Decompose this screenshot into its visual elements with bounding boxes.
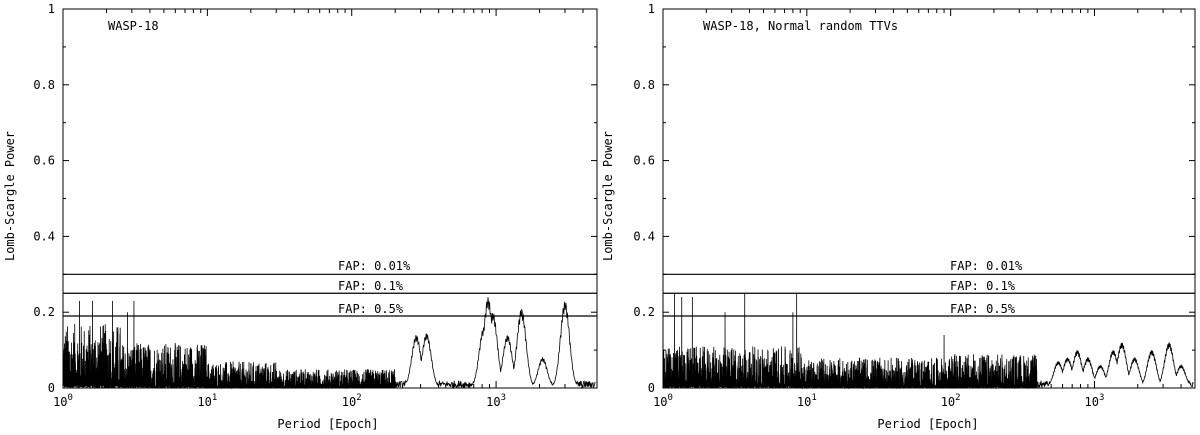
left-panel: WASP-18 Period [Epoch] Lomb-Scargle Powe… [3,2,598,431]
right-y-tick-label: 1 [648,2,655,16]
right-x-tick-label: 102 [941,393,961,409]
right-y-tick-label: 0.4 [633,229,655,243]
left-plot-frame [62,8,598,389]
right-x-axis-label: Period [Epoch] [877,417,978,431]
left-x-tick-label: 101 [197,393,217,409]
left-y-tick-label: 0.2 [33,305,55,319]
right-y-tick-label: 0.6 [633,154,655,168]
right-y-tick-label: 0.2 [633,305,655,319]
left-panel-annotation: WASP-18 [108,19,159,33]
left-y-tick-label: 0 [48,381,55,395]
right-fap-label-0.5: FAP: 0.5% [950,302,1016,316]
right-x-tick-label: 103 [1085,393,1105,409]
left-y-axis-label: Lomb-Scargle Power [3,131,17,261]
left-periodogram-line [62,297,596,390]
left-y-tick-label: 0.8 [33,78,55,92]
left-fap-label-0.01: FAP: 0.01% [338,259,411,273]
left-y-tick-label: 0.6 [33,154,55,168]
right-periodogram-line [662,293,1194,390]
left-x-tick-label: 102 [342,393,362,409]
right-x-tick-label: 101 [797,393,817,409]
left-fap-label-0.1: FAP: 0.1% [338,279,404,293]
left-x-tick-label: 103 [486,393,506,409]
left-y-tick-label: 1 [48,2,55,16]
right-panel-annotation: WASP-18, Normal random TTVs [703,19,898,33]
left-fap-label-0.5: FAP: 0.5% [338,302,404,316]
right-plot-frame [662,8,1196,389]
right-y-tick-label: 0.8 [633,78,655,92]
right-y-axis-label: Lomb-Scargle Power [601,131,615,261]
right-x-tick-label: 100 [653,393,673,409]
left-x-tick-label: 100 [53,393,73,409]
right-fap-label-0.01: FAP: 0.01% [950,259,1023,273]
right-panel: WASP-18, Normal random TTVs Period [Epoc… [601,2,1196,431]
right-y-tick-label: 0 [648,381,655,395]
left-x-axis-label: Period [Epoch] [277,417,378,431]
left-y-tick-label: 0.4 [33,229,55,243]
right-fap-label-0.1: FAP: 0.1% [950,279,1016,293]
